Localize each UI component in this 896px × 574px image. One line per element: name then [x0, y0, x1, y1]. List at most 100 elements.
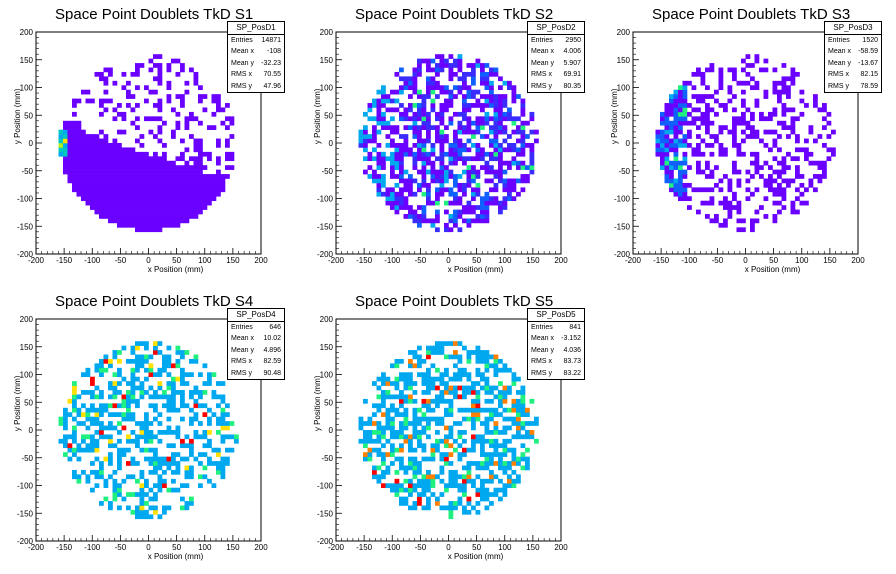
heatmap-cell — [781, 76, 787, 82]
heatmap-cell — [211, 372, 217, 378]
heatmap-cell — [412, 456, 418, 462]
heatmap-cell — [390, 443, 395, 449]
heatmap-cell — [817, 165, 823, 170]
heatmap-cell — [502, 492, 508, 497]
heatmap-cell — [94, 367, 100, 373]
stats-row-mean-x: Mean x -58.59 — [825, 46, 881, 57]
heatmap-cell — [408, 103, 413, 108]
heatmap-cell — [448, 425, 454, 431]
heatmap-cell — [502, 196, 508, 202]
heatmap-cell — [444, 385, 449, 391]
heatmap-cell — [81, 182, 86, 188]
heatmap-cell — [130, 461, 136, 466]
heatmap-cell — [772, 89, 778, 95]
heatmap-cell — [376, 425, 382, 431]
heatmap-cell — [498, 394, 503, 400]
heatmap-cell — [376, 376, 382, 382]
heatmap-cell — [229, 165, 235, 170]
heatmap-cell — [403, 385, 409, 391]
heatmap-cell — [417, 134, 422, 139]
heatmap-cell — [412, 111, 418, 117]
heatmap-cell — [669, 147, 674, 153]
heatmap-cell — [225, 156, 230, 162]
heatmap-cell — [444, 341, 449, 346]
heatmap-cell — [175, 187, 181, 193]
heatmap-cell — [220, 438, 226, 444]
heatmap-cell — [72, 125, 77, 130]
heatmap-cell — [90, 416, 95, 422]
heatmap-cell — [171, 398, 176, 404]
heatmap-cell — [58, 138, 64, 144]
x-tick-label: -200 — [28, 256, 45, 265]
heatmap-cell — [529, 169, 535, 175]
heatmap-cell — [184, 456, 190, 462]
x-tick-label: 200 — [554, 256, 568, 265]
heatmap-cell — [103, 160, 109, 166]
heatmap-cell — [439, 345, 445, 351]
heatmap-cell — [457, 89, 463, 95]
heatmap-cell — [516, 425, 521, 431]
heatmap-cell — [394, 89, 400, 95]
heatmap-cell — [117, 447, 122, 453]
heatmap-cell — [462, 191, 467, 197]
heatmap-cell — [211, 447, 217, 453]
heatmap-cell — [408, 478, 413, 484]
heatmap-cell — [211, 483, 217, 489]
heatmap-cell — [211, 94, 217, 99]
heatmap-cell — [412, 412, 418, 417]
heatmap-cell — [412, 67, 418, 73]
heatmap-cell — [193, 205, 199, 210]
heatmap-cell — [144, 376, 149, 382]
heatmap-cell — [660, 116, 665, 122]
heatmap-cell — [135, 209, 140, 215]
heatmap-cell — [457, 372, 463, 378]
heatmap-cell — [162, 178, 167, 184]
heatmap-cell — [90, 98, 95, 104]
heatmap-cell — [790, 67, 796, 73]
heatmap-cell — [471, 390, 476, 395]
heatmap-cell — [682, 89, 688, 95]
heatmap-cell — [94, 421, 100, 426]
heatmap-cell — [682, 80, 688, 86]
heatmap-cell — [426, 116, 431, 122]
heatmap-cell — [777, 174, 782, 179]
heatmap-cell — [162, 160, 167, 166]
heatmap-cell — [448, 63, 454, 68]
heatmap-cell — [426, 434, 431, 440]
heatmap-cell — [511, 461, 517, 466]
heatmap-cell — [484, 505, 490, 511]
heatmap-cell — [85, 478, 91, 484]
x-tick-label: 50 — [769, 256, 778, 265]
heatmap-cell — [466, 218, 472, 224]
heatmap-cell — [529, 116, 535, 122]
heatmap-cell — [381, 111, 386, 117]
heatmap-cell — [412, 416, 418, 422]
heatmap-cell — [520, 178, 526, 184]
y-tick-label: 50 — [621, 111, 630, 120]
heatmap-cell — [421, 205, 427, 210]
heatmap-cell — [498, 107, 503, 113]
heatmap-cell — [166, 174, 172, 179]
y-axis-title: y Position (mm) — [610, 88, 619, 144]
heatmap-cell — [171, 218, 176, 224]
heatmap-cell — [189, 205, 194, 210]
heatmap-cell — [189, 358, 194, 364]
heatmap-cell — [207, 125, 212, 130]
heatmap-cell — [426, 381, 431, 386]
heatmap-cell — [153, 456, 158, 462]
heatmap-cell — [408, 492, 413, 497]
heatmap-cell — [426, 191, 431, 197]
heatmap-cell — [448, 54, 454, 59]
heatmap-cell — [777, 187, 782, 193]
heatmap-cell — [435, 214, 440, 219]
heatmap-cell — [763, 160, 769, 166]
heatmap-cell — [700, 71, 706, 77]
heatmap-cell — [426, 120, 431, 126]
heatmap-cell — [90, 174, 95, 179]
heatmap-cell — [475, 169, 481, 175]
heatmap-cell — [130, 174, 136, 179]
heatmap-cell — [76, 178, 82, 184]
heatmap-cell — [394, 191, 400, 197]
heatmap-cell — [457, 443, 463, 449]
heatmap-cell — [448, 103, 454, 108]
